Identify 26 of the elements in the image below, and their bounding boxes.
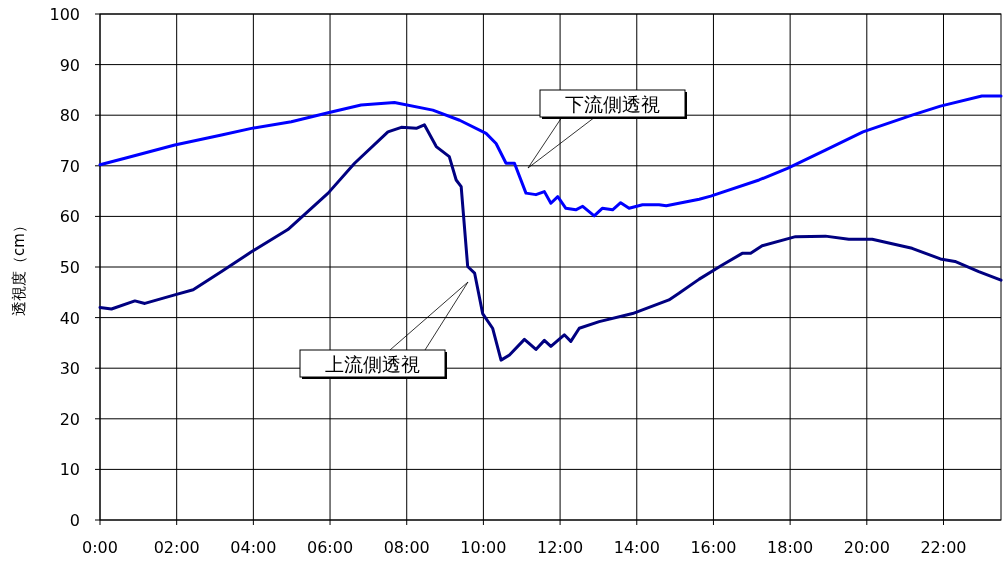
y-tick-label: 30 [59, 359, 80, 379]
y-tick-label: 10 [59, 460, 80, 480]
x-tick-label: 04:00 [230, 538, 277, 557]
y-tick-label: 40 [59, 308, 80, 328]
y-tick-label: 20 [59, 409, 80, 429]
y-tick-label: 90 [59, 55, 80, 75]
x-tick-label: 18:00 [767, 538, 814, 557]
x-tick-label: 12:00 [537, 538, 584, 557]
x-tick-label: 06:00 [306, 538, 354, 557]
annotation: 下流側透視 [565, 93, 660, 115]
y-tick-label: 80 [59, 106, 80, 126]
x-tick-label: 0:00 [82, 538, 118, 557]
x-tick-label: 10:00 [460, 538, 507, 557]
annotation: 上流側透視 [325, 353, 420, 375]
y-tick-label: 60 [59, 207, 80, 227]
x-tick-label: 08:00 [383, 538, 430, 557]
y-axis-title: 透視度（cm） [10, 218, 28, 316]
x-tick-label: 22:00 [920, 538, 967, 557]
x-tick-label: 14:00 [613, 538, 660, 557]
y-tick-label: 70 [59, 156, 80, 176]
x-tick-label: 16:00 [690, 538, 737, 557]
y-tick-label: 100 [49, 5, 80, 24]
x-tick-label: 02:00 [153, 538, 200, 557]
x-tick-label: 20:00 [843, 538, 890, 557]
y-tick-label: 50 [59, 258, 80, 277]
y-tick-label: 0 [69, 511, 80, 530]
